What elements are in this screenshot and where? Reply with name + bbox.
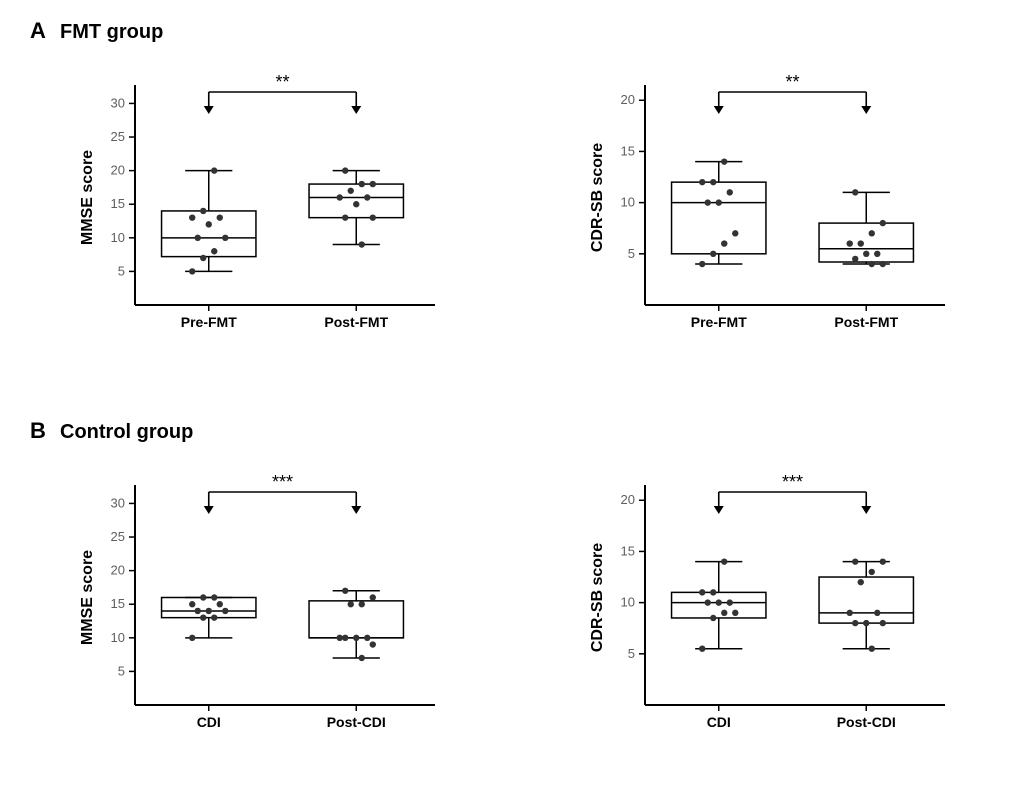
svg-text:Post-FMT: Post-FMT bbox=[834, 314, 898, 330]
svg-text:**: ** bbox=[785, 72, 799, 92]
svg-text:30: 30 bbox=[111, 495, 125, 510]
svg-text:CDR-SB score: CDR-SB score bbox=[589, 543, 606, 652]
svg-text:15: 15 bbox=[111, 196, 125, 211]
svg-text:Post-CDI: Post-CDI bbox=[327, 714, 386, 730]
svg-text:15: 15 bbox=[621, 543, 635, 558]
svg-text:20: 20 bbox=[621, 92, 635, 107]
svg-text:5: 5 bbox=[628, 646, 635, 661]
svg-text:5: 5 bbox=[628, 246, 635, 261]
svg-text:Pre-FMT: Pre-FMT bbox=[691, 314, 747, 330]
svg-text:30: 30 bbox=[111, 95, 125, 110]
chart-b-right: 5 10 15 20 CDR-SB score CDI Post-CDI *** bbox=[589, 472, 945, 730]
svg-text:CDI: CDI bbox=[707, 714, 731, 730]
svg-text:B: B bbox=[30, 418, 46, 443]
svg-text:15: 15 bbox=[621, 143, 635, 158]
svg-text:15: 15 bbox=[111, 596, 125, 611]
svg-text:Control group: Control group bbox=[60, 421, 193, 443]
svg-text:10: 10 bbox=[621, 195, 635, 210]
svg-text:A: A bbox=[30, 18, 46, 43]
svg-text:10: 10 bbox=[111, 230, 125, 245]
svg-text:**: ** bbox=[275, 72, 289, 92]
svg-text:MMSE score: MMSE score bbox=[79, 550, 96, 645]
svg-text:10: 10 bbox=[111, 630, 125, 645]
svg-text:***: *** bbox=[782, 472, 803, 492]
svg-text:25: 25 bbox=[111, 529, 125, 544]
svg-text:***: *** bbox=[272, 472, 293, 492]
svg-text:Pre-FMT: Pre-FMT bbox=[181, 314, 237, 330]
svg-text:5: 5 bbox=[118, 263, 125, 278]
svg-text:MMSE score: MMSE score bbox=[79, 150, 96, 245]
svg-text:FMT group: FMT group bbox=[60, 21, 163, 43]
chart-a-left: 5 10 15 20 25 30 MMSE score Pre-FMT Post-FMT ** bbox=[79, 72, 435, 330]
chart-a-right: 5 10 15 20 CDR-SB score Pre-FMT Post-FMT ** bbox=[589, 72, 945, 330]
svg-text:Post-CDI: Post-CDI bbox=[837, 714, 896, 730]
figure-svg: A FMT group B Control group 5 10 15 20 25 30 MMSE … bbox=[0, 0, 1020, 808]
svg-text:20: 20 bbox=[621, 492, 635, 507]
svg-text:20: 20 bbox=[111, 563, 125, 578]
chart-b-left: 5 10 15 20 25 30 MMSE score CDI Post-CDI *** bbox=[79, 472, 435, 730]
svg-text:Post-FMT: Post-FMT bbox=[324, 314, 388, 330]
svg-text:10: 10 bbox=[621, 595, 635, 610]
svg-text:CDR-SB score: CDR-SB score bbox=[589, 143, 606, 252]
svg-text:5: 5 bbox=[118, 663, 125, 678]
svg-text:20: 20 bbox=[111, 163, 125, 178]
svg-text:CDI: CDI bbox=[197, 714, 221, 730]
svg-text:25: 25 bbox=[111, 129, 125, 144]
